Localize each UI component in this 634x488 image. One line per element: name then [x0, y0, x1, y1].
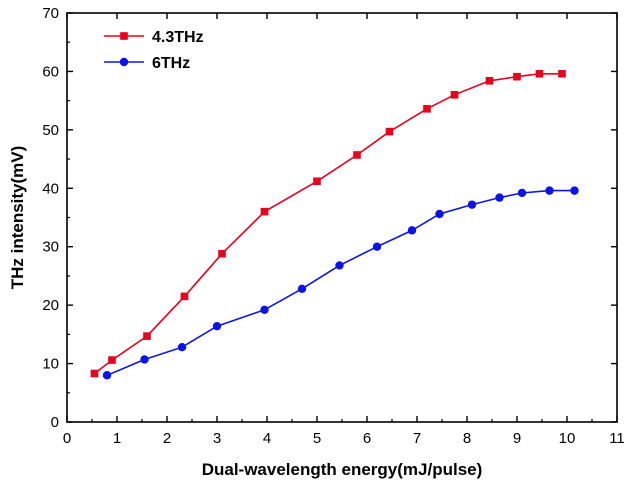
data-point [140, 355, 149, 364]
y-tick-label: 0 [51, 414, 59, 431]
x-tick-label: 8 [463, 430, 471, 447]
legend-label: 4.3THz [152, 29, 204, 46]
data-point [423, 105, 431, 113]
data-point [450, 91, 459, 99]
y-tick-label: 30 [42, 239, 59, 256]
data-point [353, 151, 361, 159]
x-tick-label: 11 [609, 430, 625, 447]
data-point [570, 186, 579, 195]
data-point [218, 249, 226, 258]
y-axis-title: THz intensity(mV) [8, 146, 27, 290]
legend-marker [119, 57, 129, 67]
y-tick-label: 70 [42, 5, 59, 22]
data-point [297, 284, 307, 293]
y-tick-label: 50 [42, 122, 59, 139]
data-point [545, 186, 554, 195]
data-point [385, 127, 394, 136]
x-tick-label: 5 [313, 430, 321, 447]
x-tick-label: 9 [513, 430, 521, 447]
data-point [467, 200, 477, 209]
data-point [535, 69, 544, 78]
legend-marker [120, 32, 128, 40]
data-point [90, 369, 99, 378]
y-tick-label: 20 [42, 297, 59, 314]
x-axis: 0 1 2 3 4 5 6 7 8 9 10 11 [63, 13, 625, 447]
series-layer [90, 69, 579, 380]
x-tick-label: 0 [63, 430, 71, 447]
y-tick-label: 60 [42, 63, 59, 80]
x-tick-label: 4 [263, 430, 271, 447]
data-point [435, 209, 444, 219]
data-point [372, 242, 382, 251]
series-line-4.3THz [94, 73, 562, 375]
data-point [313, 177, 321, 186]
data-point [407, 226, 417, 235]
data-point [335, 261, 344, 270]
data-point [108, 356, 116, 364]
x-tick-label: 1 [113, 430, 121, 447]
data-point [143, 332, 151, 340]
data-point [212, 321, 222, 331]
data-point [260, 207, 269, 216]
y-axis: 0 10 20 30 40 50 60 70 [42, 5, 617, 431]
y-tick-label: 10 [42, 356, 59, 373]
y-tick-label: 40 [42, 180, 59, 197]
data-point [260, 305, 269, 315]
x-tick-label: 10 [559, 430, 576, 447]
legend-label: 6THz [152, 55, 190, 72]
data-point [180, 292, 189, 301]
data-point [495, 193, 504, 202]
data-point [558, 69, 566, 78]
data-point [485, 76, 494, 85]
x-tick-label: 2 [163, 430, 171, 447]
data-point [102, 371, 112, 380]
legend: 4.3THz 6THz [104, 29, 204, 72]
x-tick-label: 7 [413, 430, 421, 447]
data-point [517, 188, 527, 198]
data-point [177, 343, 187, 352]
data-point [513, 72, 521, 81]
x-axis-title: Dual-wavelength energy(mJ/pulse) [202, 460, 483, 479]
x-tick-label: 3 [213, 430, 221, 447]
series-line-6THz [106, 189, 575, 377]
x-tick-label: 6 [363, 430, 371, 447]
